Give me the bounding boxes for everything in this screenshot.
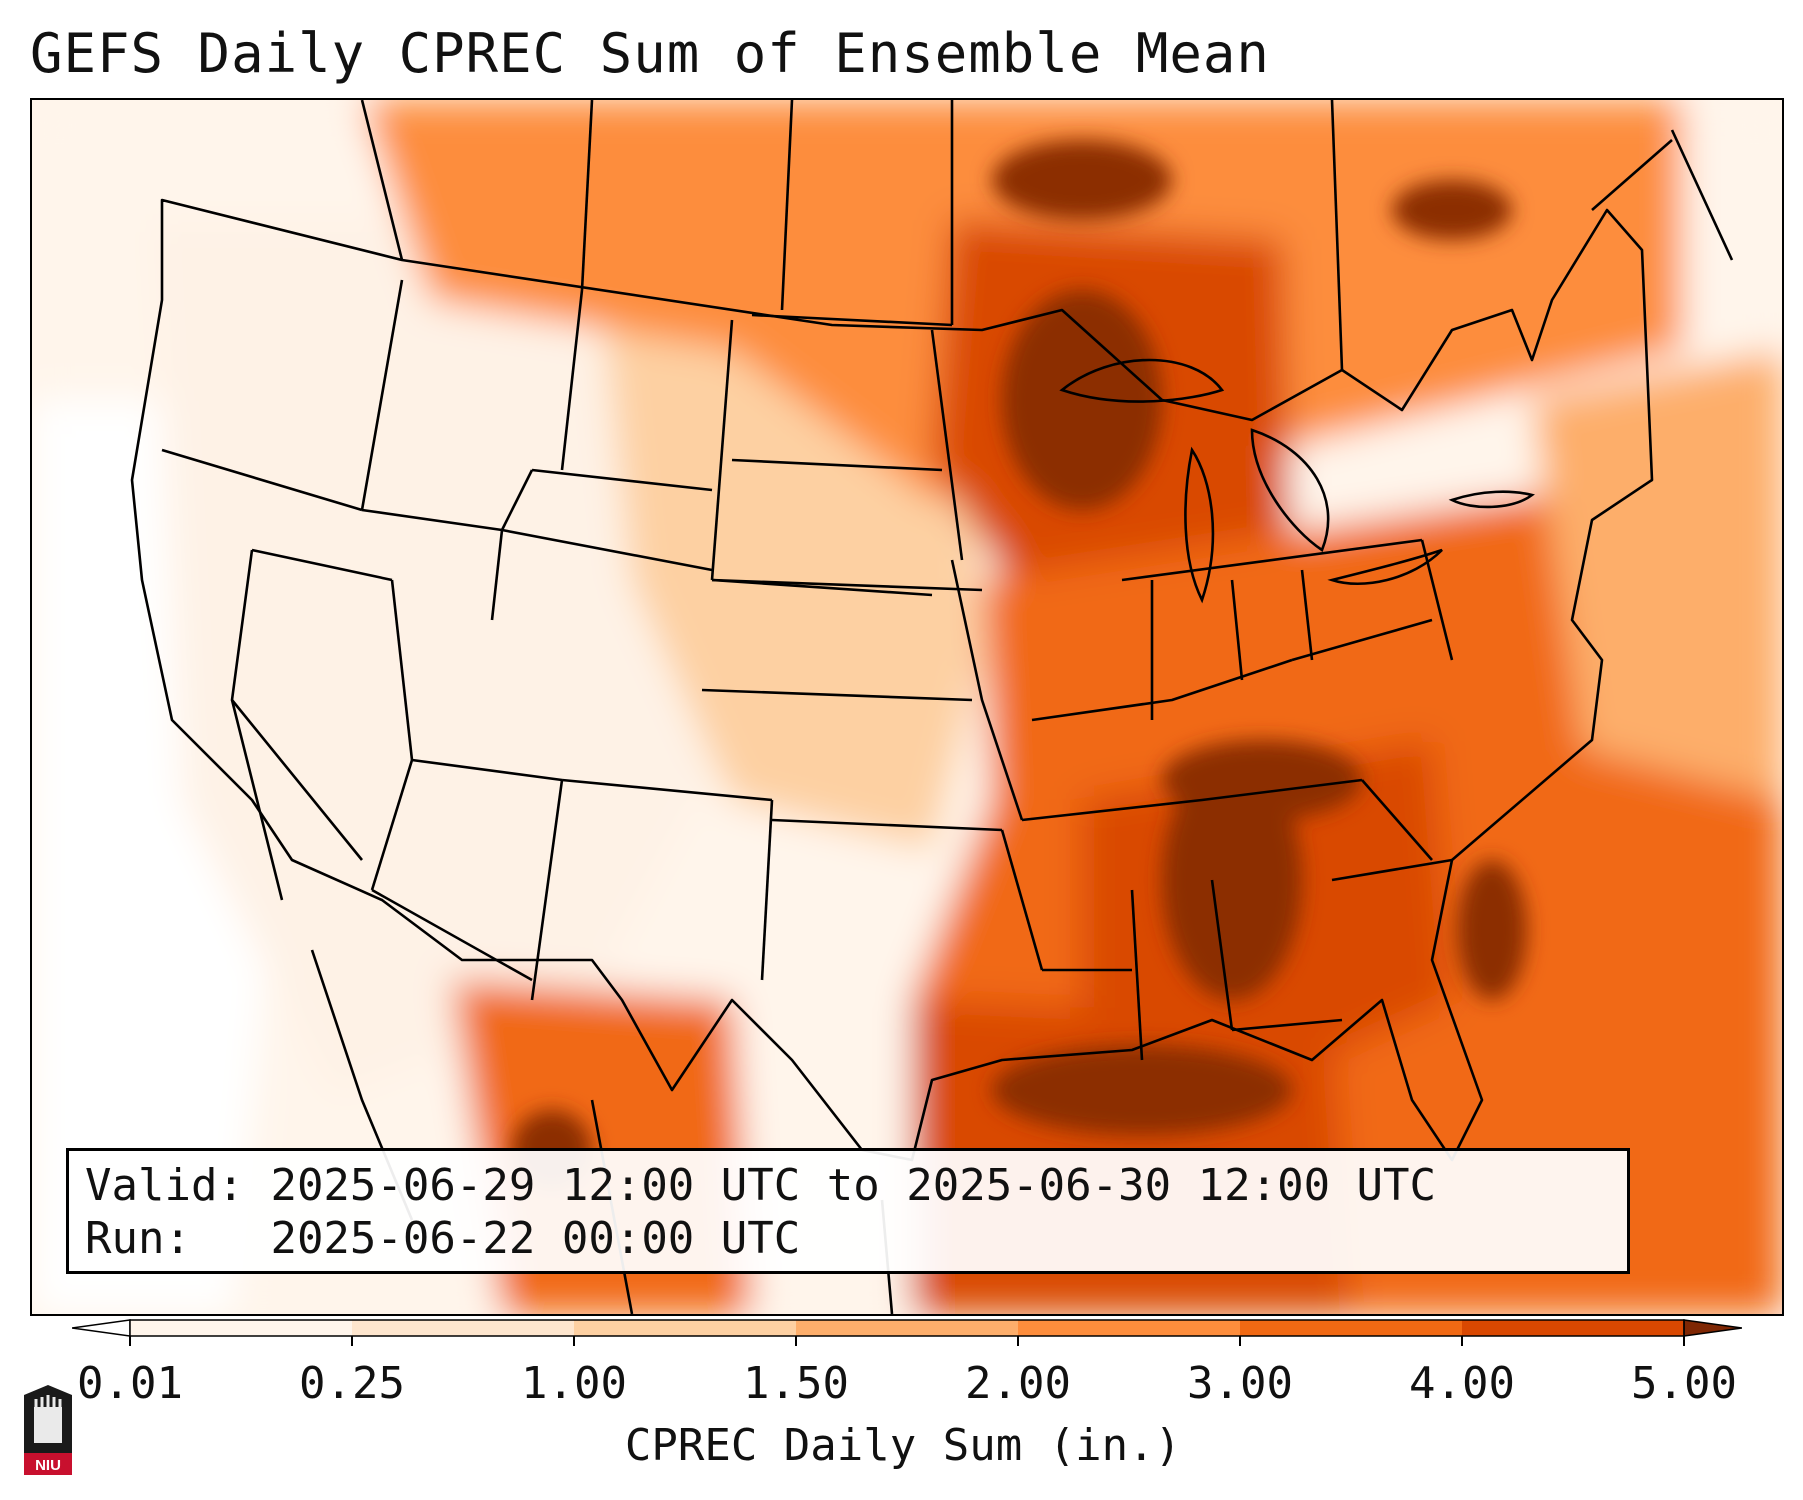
valid-label: Valid: [85, 1160, 244, 1211]
niu-logo: NIU [24, 1385, 72, 1475]
colorbar-tick-label: 1.00 [521, 1358, 627, 1409]
valid-time: 2025-06-29 12:00 UTC to 2025-06-30 12:00… [270, 1160, 1437, 1211]
colorbar-tick-label: 1.50 [743, 1358, 849, 1409]
precipitation-map [30, 98, 1784, 1316]
map-title: GEFS Daily CPREC Sum of Ensemble Mean [30, 22, 1270, 85]
colorbar-over-arrow [1683, 1319, 1742, 1337]
colorbar-tick-label: 0.01 [77, 1358, 183, 1409]
colorbar-segment [1240, 1320, 1463, 1336]
colorbar-tick-label: 0.25 [299, 1358, 405, 1409]
colorbar-segment [1018, 1320, 1241, 1336]
colorbar-segment [1462, 1320, 1685, 1336]
colorbar-segment [130, 1320, 353, 1336]
state-boundaries [130, 198, 1654, 1162]
colorbar-segment [574, 1320, 797, 1336]
great-lakes [1059, 358, 1535, 604]
colorbar-outline [129, 1319, 1685, 1337]
valid-run-box: Valid: 2025-06-29 12:00 UTC to 2025-06-3… [66, 1148, 1630, 1274]
run-time: 2025-06-22 00:00 UTC [270, 1213, 801, 1264]
colorbar-tick-label: 5.00 [1631, 1358, 1737, 1409]
logo-text: NIU [35, 1457, 61, 1474]
colorbar-tick-label: 3.00 [1187, 1358, 1293, 1409]
colorbar-segment [796, 1320, 1019, 1336]
colorbar-under-arrow [72, 1319, 131, 1337]
colorbar-tick-label: 4.00 [1409, 1358, 1515, 1409]
colorbar-segment [352, 1320, 575, 1336]
colorbar-label: CPREC Daily Sum (in.) [624, 1420, 1182, 1471]
run-label: Run: [85, 1213, 191, 1264]
colorbar [72, 1319, 1742, 1346]
colorbar-tick-label: 2.00 [965, 1358, 1071, 1409]
precip-field [32, 100, 1782, 1314]
